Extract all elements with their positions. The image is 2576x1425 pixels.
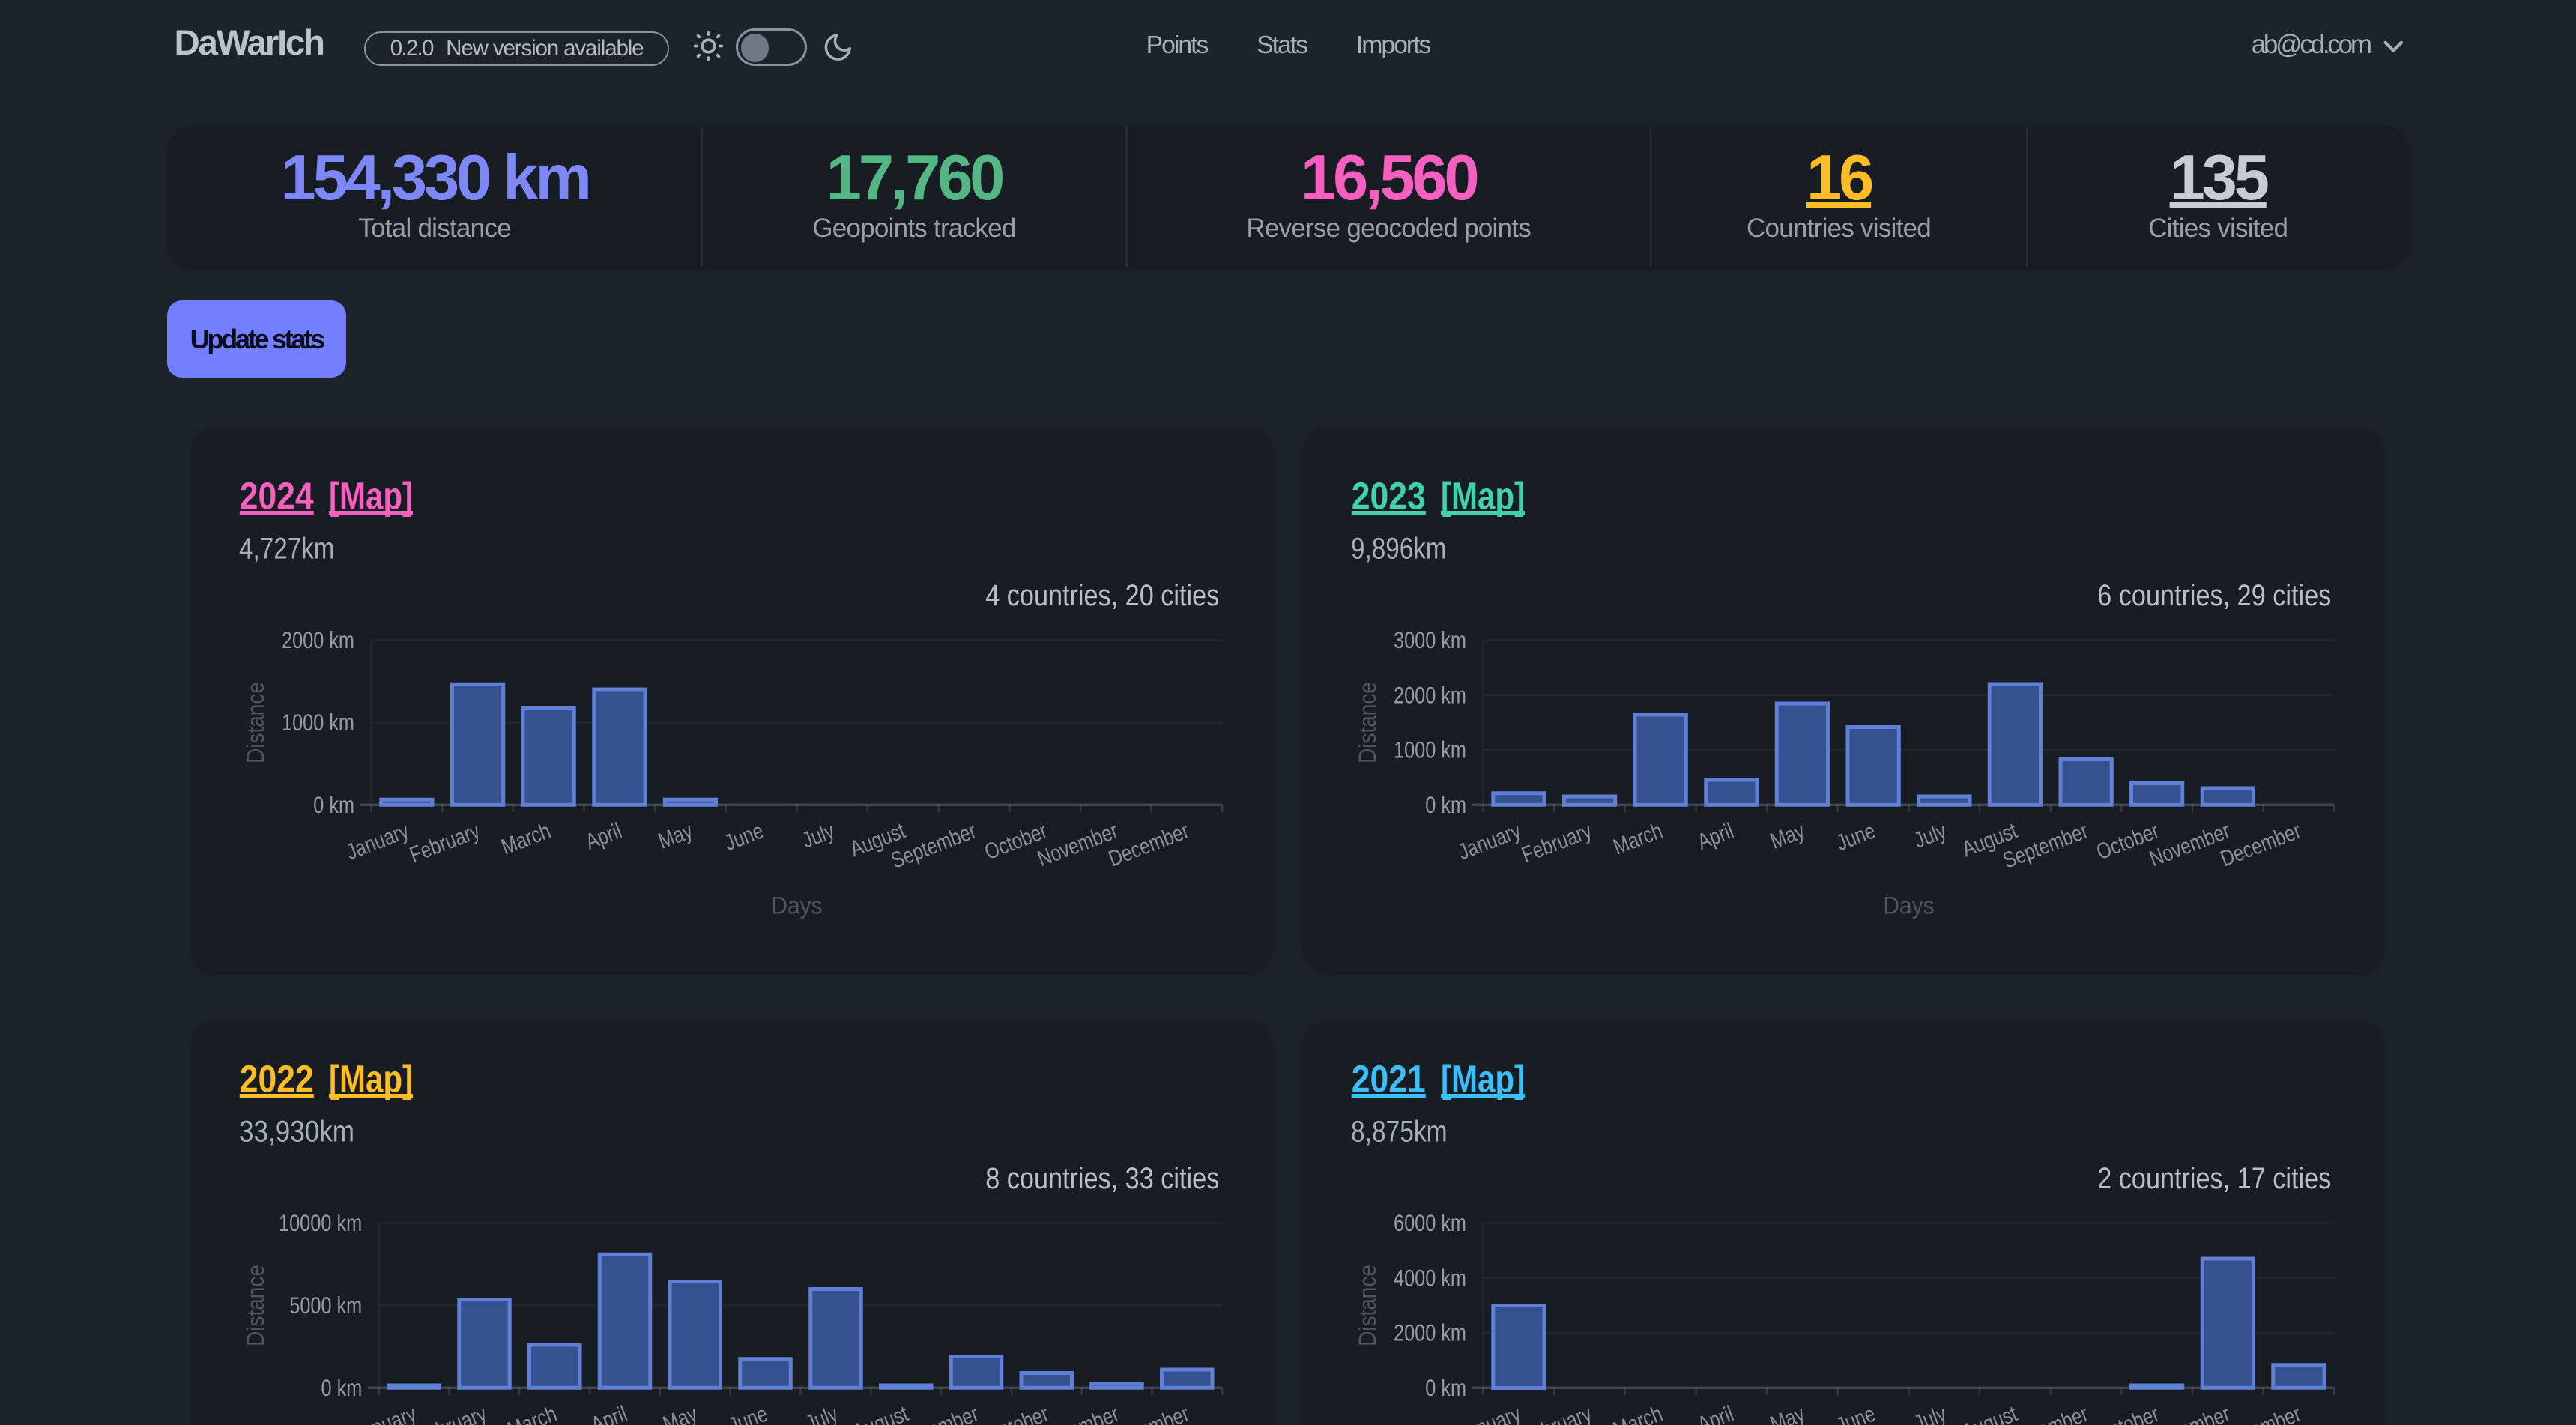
svg-text:9,896km: 9,896km xyxy=(1351,532,1447,565)
svg-text:4000 km: 4000 km xyxy=(1394,1265,1466,1292)
svg-text:2024: 2024 xyxy=(240,474,314,517)
svg-text:1000 km: 1000 km xyxy=(282,710,354,736)
svg-text:2000 km: 2000 km xyxy=(1394,682,1466,708)
svg-text:Days: Days xyxy=(1883,892,1934,919)
svg-text:October: October xyxy=(983,1402,1053,1425)
svg-text:December: December xyxy=(1105,818,1192,871)
svg-text:2022: 2022 xyxy=(240,1058,314,1101)
svg-text:0 km: 0 km xyxy=(313,792,354,818)
svg-text:Distance: Distance xyxy=(242,1265,269,1346)
svg-text:Distance: Distance xyxy=(1354,1265,1381,1346)
svg-text:Distance: Distance xyxy=(242,682,269,763)
svg-text:May: May xyxy=(655,818,696,853)
svg-text:[Map]: [Map] xyxy=(1441,1058,1525,1101)
svg-text:July: July xyxy=(799,818,838,853)
svg-text:Distance: Distance xyxy=(1354,682,1381,763)
svg-text:[Map]: [Map] xyxy=(329,1058,413,1101)
svg-text:August: August xyxy=(850,1402,912,1425)
svg-text:June: June xyxy=(1833,1402,1878,1425)
svg-text:March: March xyxy=(1610,818,1666,859)
svg-text:4 countries, 20 cities: 4 countries, 20 cities xyxy=(985,579,1219,612)
svg-text:October: October xyxy=(2093,1402,2163,1425)
svg-text:February: February xyxy=(406,818,483,868)
svg-text:March: March xyxy=(498,818,554,859)
svg-text:June: June xyxy=(721,818,767,856)
svg-text:2021: 2021 xyxy=(1352,1058,1426,1101)
svg-text:January: January xyxy=(1455,818,1525,865)
svg-text:August: August xyxy=(1959,1402,2021,1425)
svg-text:December: December xyxy=(2217,818,2304,871)
svg-text:January: January xyxy=(1455,1402,1525,1425)
svg-text:November: November xyxy=(1034,818,1121,871)
svg-text:8 countries, 33 cities: 8 countries, 33 cities xyxy=(985,1162,1219,1195)
svg-text:8,875km: 8,875km xyxy=(1351,1116,1448,1149)
svg-text:10000 km: 10000 km xyxy=(279,1210,362,1236)
svg-text:January: January xyxy=(351,1402,420,1425)
svg-text:1000 km: 1000 km xyxy=(1394,737,1466,763)
svg-text:April: April xyxy=(1694,818,1737,854)
svg-text:[Map]: [Map] xyxy=(1441,474,1525,517)
svg-text:May: May xyxy=(1767,818,1808,853)
svg-text:2023: 2023 xyxy=(1352,474,1426,517)
svg-text:November: November xyxy=(2146,818,2233,871)
svg-text:0 km: 0 km xyxy=(1425,792,1466,818)
svg-text:April: April xyxy=(1694,1402,1737,1425)
svg-text:June: June xyxy=(1833,818,1878,856)
svg-text:3000 km: 3000 km xyxy=(1394,627,1466,653)
svg-text:July: July xyxy=(1911,1402,1950,1425)
svg-text:2000 km: 2000 km xyxy=(282,627,354,653)
svg-text:2000 km: 2000 km xyxy=(1394,1320,1466,1346)
svg-text:February: February xyxy=(1518,1402,1595,1425)
svg-text:[Map]: [Map] xyxy=(329,474,413,517)
svg-text:5000 km: 5000 km xyxy=(289,1292,362,1319)
svg-text:4,727km: 4,727km xyxy=(239,532,335,565)
svg-text:2 countries, 17 cities: 2 countries, 17 cities xyxy=(2097,1162,2331,1195)
svg-text:33,930km: 33,930km xyxy=(239,1116,354,1149)
svg-text:July: July xyxy=(802,1402,841,1425)
svg-text:February: February xyxy=(413,1402,490,1425)
svg-text:June: June xyxy=(725,1402,771,1425)
svg-text:April: April xyxy=(587,1402,630,1425)
svg-text:6000 km: 6000 km xyxy=(1394,1210,1466,1236)
svg-text:0 km: 0 km xyxy=(321,1375,363,1401)
svg-text:January: January xyxy=(343,818,413,865)
svg-text:6 countries, 29 cities: 6 countries, 29 cities xyxy=(2097,579,2331,612)
svg-text:May: May xyxy=(659,1402,701,1425)
svg-text:0 km: 0 km xyxy=(1425,1375,1466,1401)
svg-text:Days: Days xyxy=(771,892,822,919)
svg-text:February: February xyxy=(1518,818,1595,868)
svg-text:April: April xyxy=(582,818,625,854)
svg-text:March: March xyxy=(1610,1402,1666,1425)
svg-text:July: July xyxy=(1911,818,1950,853)
svg-text:March: March xyxy=(504,1402,560,1425)
svg-text:May: May xyxy=(1767,1402,1808,1425)
